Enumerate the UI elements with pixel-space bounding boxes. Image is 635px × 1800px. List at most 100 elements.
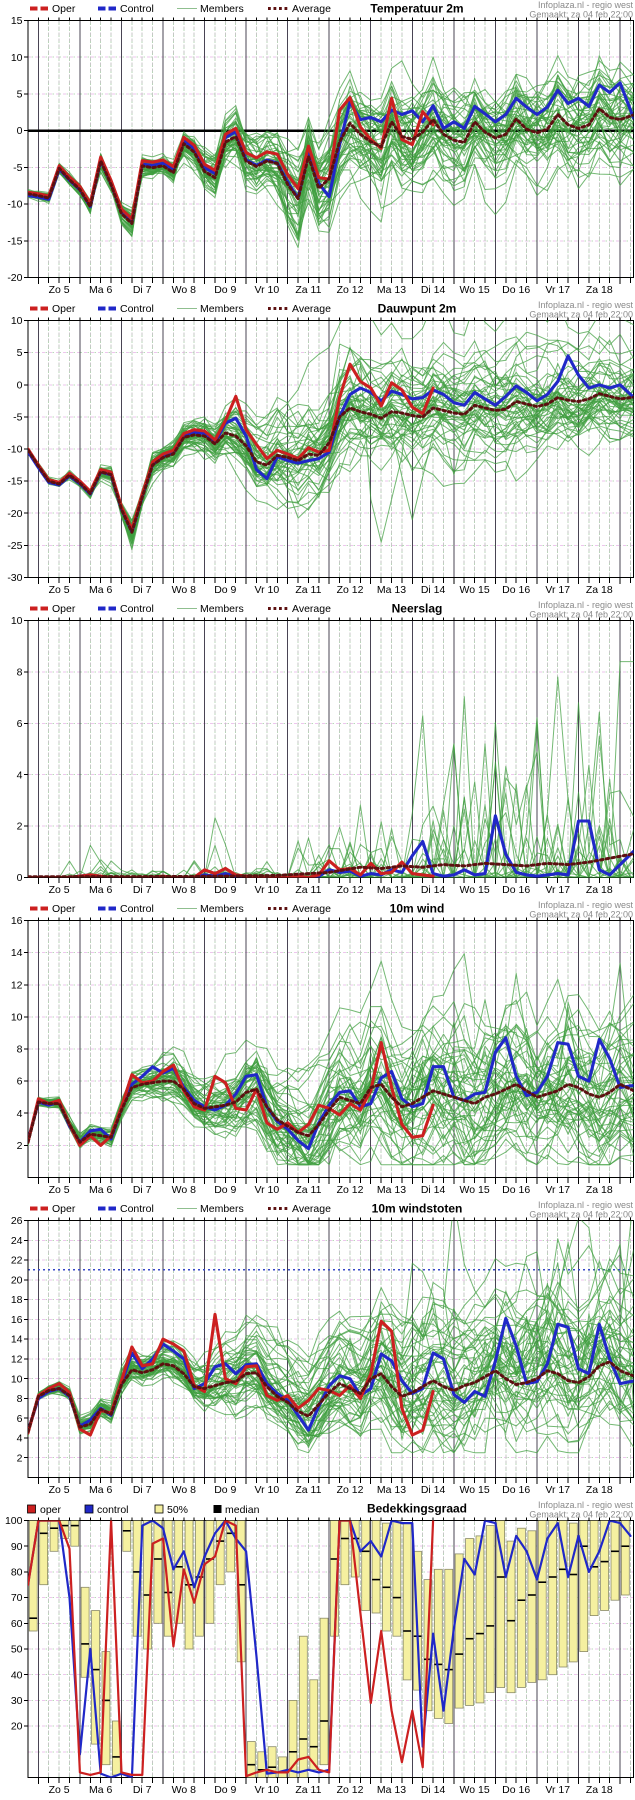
svg-text:Ma 13: Ma 13 (377, 1484, 406, 1496)
svg-text:16: 16 (11, 915, 23, 927)
svg-text:10m windstoten: 10m windstoten (372, 1202, 463, 1216)
svg-text:Zo 12: Zo 12 (337, 884, 364, 896)
svg-text:Di 7: Di 7 (133, 1184, 152, 1196)
svg-text:Control: Control (120, 603, 154, 615)
svg-text:5: 5 (17, 89, 23, 101)
svg-text:Di 7: Di 7 (133, 1484, 152, 1496)
svg-text:Za 18: Za 18 (586, 284, 613, 296)
svg-text:Zo 12: Zo 12 (337, 284, 364, 296)
svg-text:Do 9: Do 9 (214, 1484, 236, 1496)
svg-text:Vr 17: Vr 17 (545, 284, 570, 296)
svg-text:Zo 12: Zo 12 (337, 1484, 364, 1496)
svg-text:12: 12 (11, 1354, 23, 1366)
svg-text:Za 11: Za 11 (295, 1784, 321, 1796)
svg-text:Members: Members (200, 1203, 244, 1215)
svg-text:Ma 13: Ma 13 (377, 884, 406, 896)
svg-text:Di 14: Di 14 (421, 284, 446, 296)
svg-text:0: 0 (17, 379, 23, 391)
svg-text:6: 6 (17, 718, 23, 730)
svg-text:2: 2 (17, 1140, 23, 1152)
svg-text:Zo 12: Zo 12 (337, 1184, 364, 1196)
svg-text:Do 16: Do 16 (502, 1184, 530, 1196)
svg-text:Zo 5: Zo 5 (49, 884, 70, 896)
svg-text:Control: Control (120, 903, 154, 915)
svg-text:Zo 5: Zo 5 (49, 584, 70, 596)
svg-text:2: 2 (17, 821, 23, 833)
svg-text:70: 70 (11, 1592, 23, 1604)
svg-text:14: 14 (11, 1334, 23, 1346)
svg-text:0: 0 (17, 125, 23, 137)
svg-text:60: 60 (11, 1618, 23, 1630)
svg-text:-15: -15 (7, 476, 22, 488)
svg-text:Di 7: Di 7 (133, 284, 152, 296)
svg-text:Members: Members (200, 3, 244, 15)
svg-text:Gemaakt: za 04 feb 22:00: Gemaakt: za 04 feb 22:00 (529, 1510, 633, 1520)
svg-text:Do 9: Do 9 (214, 284, 236, 296)
svg-text:Za 18: Za 18 (586, 1184, 613, 1196)
svg-text:Ma 13: Ma 13 (377, 1184, 406, 1196)
svg-text:-10: -10 (7, 444, 22, 456)
svg-text:Vr 17: Vr 17 (545, 1484, 570, 1496)
svg-text:Gemaakt: za 04 feb 22:00: Gemaakt: za 04 feb 22:00 (529, 10, 633, 20)
svg-text:Do 16: Do 16 (502, 1484, 530, 1496)
svg-text:Wo 8: Wo 8 (172, 884, 196, 896)
svg-text:8: 8 (17, 1044, 23, 1056)
svg-text:Ma 6: Ma 6 (89, 1784, 113, 1796)
svg-text:Wo 15: Wo 15 (460, 584, 490, 596)
svg-text:Members: Members (200, 303, 244, 315)
svg-text:median: median (225, 1504, 260, 1516)
svg-text:22: 22 (11, 1255, 23, 1267)
svg-text:18: 18 (11, 1294, 23, 1306)
svg-text:control: control (97, 1504, 129, 1516)
svg-text:Bedekkingsgraad: Bedekkingsgraad (367, 1502, 467, 1516)
svg-text:Ma 6: Ma 6 (89, 1484, 113, 1496)
svg-text:Do 9: Do 9 (214, 1184, 236, 1196)
svg-text:Do 9: Do 9 (214, 884, 236, 896)
svg-text:Average: Average (292, 1203, 331, 1215)
svg-text:Di 14: Di 14 (421, 584, 446, 596)
svg-text:10: 10 (11, 315, 23, 327)
svg-text:Za 18: Za 18 (586, 1484, 613, 1496)
svg-text:4: 4 (17, 1108, 23, 1120)
svg-text:Do 9: Do 9 (214, 1784, 236, 1796)
svg-text:Di 14: Di 14 (421, 1484, 446, 1496)
svg-text:10: 10 (11, 1373, 23, 1385)
svg-text:-15: -15 (7, 235, 22, 247)
svg-text:Members: Members (200, 603, 244, 615)
svg-text:40: 40 (11, 1669, 23, 1681)
svg-text:Di 7: Di 7 (133, 1784, 152, 1796)
svg-text:26: 26 (11, 1215, 23, 1227)
svg-text:Dauwpunt 2m: Dauwpunt 2m (378, 302, 457, 316)
svg-text:16: 16 (11, 1314, 23, 1326)
svg-text:90: 90 (11, 1541, 23, 1553)
svg-text:Wo 15: Wo 15 (460, 1484, 490, 1496)
svg-text:Wo 8: Wo 8 (172, 284, 196, 296)
svg-text:Oper: Oper (52, 3, 76, 15)
svg-text:100: 100 (5, 1515, 23, 1527)
svg-text:Vr 17: Vr 17 (545, 1184, 570, 1196)
svg-text:Control: Control (120, 1203, 154, 1215)
svg-text:10: 10 (11, 52, 23, 64)
svg-text:Vr 10: Vr 10 (255, 884, 280, 896)
svg-text:Oper: Oper (52, 603, 76, 615)
svg-text:20: 20 (11, 1274, 23, 1286)
svg-text:80: 80 (11, 1567, 23, 1579)
svg-text:Do 16: Do 16 (502, 1784, 530, 1796)
svg-text:Za 18: Za 18 (586, 1784, 613, 1796)
svg-text:Infoplaza.nl - regio west: Infoplaza.nl - regio west (538, 0, 634, 10)
svg-text:Oper: Oper (52, 303, 76, 315)
svg-text:Za 18: Za 18 (586, 584, 613, 596)
svg-text:0: 0 (17, 872, 23, 884)
svg-text:Za 11: Za 11 (295, 1484, 321, 1496)
svg-text:Za 11: Za 11 (295, 284, 321, 296)
svg-text:Control: Control (120, 3, 154, 15)
svg-text:Vr 17: Vr 17 (545, 884, 570, 896)
svg-text:Do 16: Do 16 (502, 584, 530, 596)
svg-text:Ma 13: Ma 13 (377, 584, 406, 596)
svg-text:10: 10 (11, 1012, 23, 1024)
svg-text:50%: 50% (167, 1504, 188, 1516)
svg-text:50: 50 (11, 1644, 23, 1656)
svg-text:10m wind: 10m wind (390, 902, 445, 916)
svg-text:14: 14 (11, 947, 23, 959)
svg-text:6: 6 (17, 1076, 23, 1088)
